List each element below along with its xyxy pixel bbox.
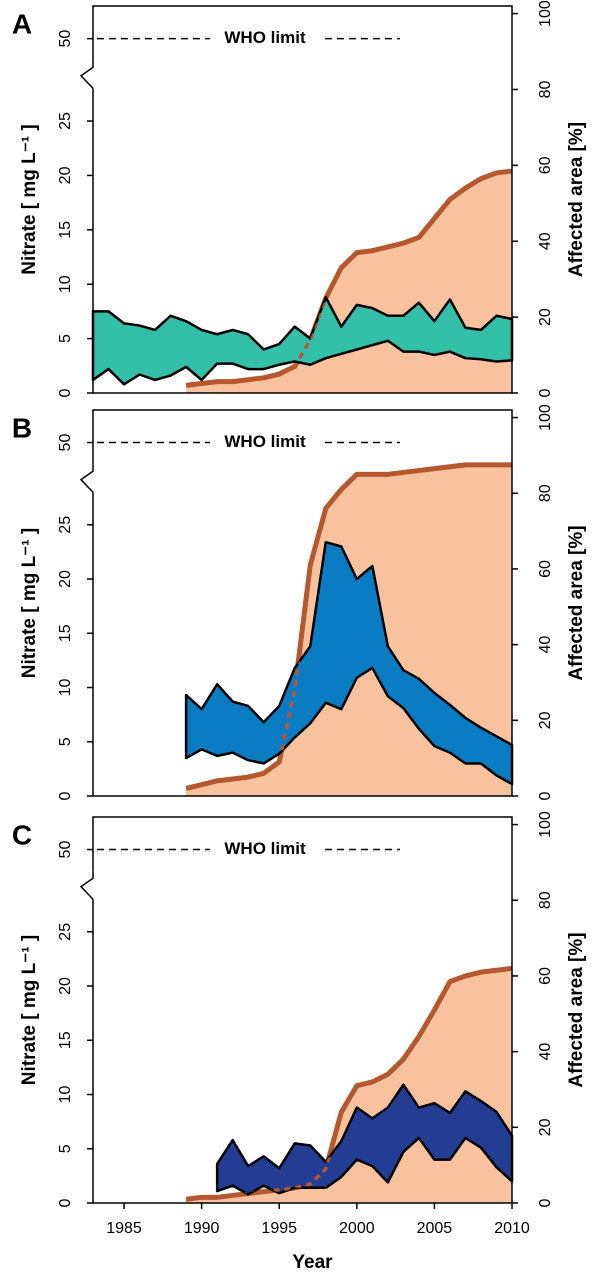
y-tick-label: 10: [57, 275, 74, 293]
who-label: WHO limit: [224, 432, 306, 451]
axis-break: [79, 871, 94, 900]
who-label: WHO limit: [224, 28, 306, 47]
area-line: [185, 965, 513, 1202]
area-line: [185, 462, 512, 791]
y2-tick-label: 80: [537, 484, 554, 502]
x-axis-label: Year: [292, 1252, 333, 1273]
axis-break: [79, 464, 94, 493]
x-tick-label: 1985: [106, 1220, 142, 1237]
y-axis-label: Nitrate [ mg L⁻¹ ]: [19, 528, 40, 678]
area-line: [185, 168, 513, 388]
x-tick-label: 2010: [494, 1220, 530, 1237]
panel-letter: B: [12, 412, 32, 443]
y-tick-label: 15: [57, 624, 74, 642]
panel-letter: A: [12, 8, 32, 39]
y-tick-label: 50: [57, 30, 74, 48]
y2-tick-label: 60: [537, 560, 554, 578]
plot-frame: [92, 5, 513, 394]
x-tick-label: 1990: [184, 1220, 220, 1237]
y2-tick-label: 0: [537, 791, 554, 800]
y-tick-label: 5: [57, 737, 74, 746]
y2-tick-label: 0: [537, 1198, 554, 1207]
y-tick-label: 20: [57, 570, 74, 588]
y-axis-label: Nitrate [ mg L⁻¹ ]: [19, 935, 40, 1085]
y2-axis-label: Affected area [%]: [566, 932, 587, 1087]
y-tick-label: 15: [57, 1031, 74, 1049]
y-tick-label: 20: [57, 166, 74, 184]
who-label: WHO limit: [224, 839, 306, 858]
y2-tick-label: 100: [537, 0, 554, 27]
y-tick-label: 50: [57, 434, 74, 452]
x-tick-label: 1995: [261, 1220, 297, 1237]
y2-tick-label: 20: [537, 308, 554, 326]
x-tick-label: 2000: [339, 1220, 375, 1237]
y2-tick-label: 40: [537, 232, 554, 250]
y2-tick-label: 40: [537, 1043, 554, 1061]
y2-axis-label: Affected area [%]: [566, 525, 587, 680]
y2-tick-label: 60: [537, 967, 554, 985]
axis-break: [79, 60, 94, 89]
who-label-bg: [210, 27, 320, 50]
who-label-bg: [210, 431, 320, 454]
y2-tick-label: 60: [537, 156, 554, 174]
y-axis-label: Nitrate [ mg L⁻¹ ]: [19, 124, 40, 274]
y2-tick-label: 20: [537, 1118, 554, 1136]
x-tick-label: 2005: [417, 1220, 453, 1237]
y-tick-label: 10: [57, 679, 74, 697]
plot-frame: [92, 816, 513, 1204]
y-tick-label: 15: [57, 221, 74, 239]
y2-tick-label: 80: [537, 891, 554, 909]
y-tick-label: 25: [57, 923, 74, 941]
y-tick-label: 25: [57, 112, 74, 130]
y-tick-label: 5: [57, 334, 74, 343]
y-tick-label: 0: [57, 1198, 74, 1207]
y-tick-label: 0: [57, 791, 74, 800]
y2-tick-label: 100: [537, 404, 554, 431]
y-tick-label: 20: [57, 977, 74, 995]
y2-tick-label: 0: [537, 388, 554, 397]
y-tick-label: 10: [57, 1086, 74, 1104]
y-tick-label: 5: [57, 1144, 74, 1153]
y2-tick-label: 40: [537, 636, 554, 654]
who-label-bg: [210, 838, 320, 861]
y2-tick-label: 80: [537, 80, 554, 98]
plot-frame: [92, 409, 513, 797]
y2-tick-label: 20: [537, 711, 554, 729]
y-tick-label: 25: [57, 516, 74, 534]
y-tick-label: 0: [57, 388, 74, 397]
y2-tick-label: 100: [537, 811, 554, 838]
panel-letter: C: [12, 819, 32, 850]
y2-axis-label: Affected area [%]: [566, 122, 587, 277]
y-tick-label: 50: [57, 841, 74, 859]
